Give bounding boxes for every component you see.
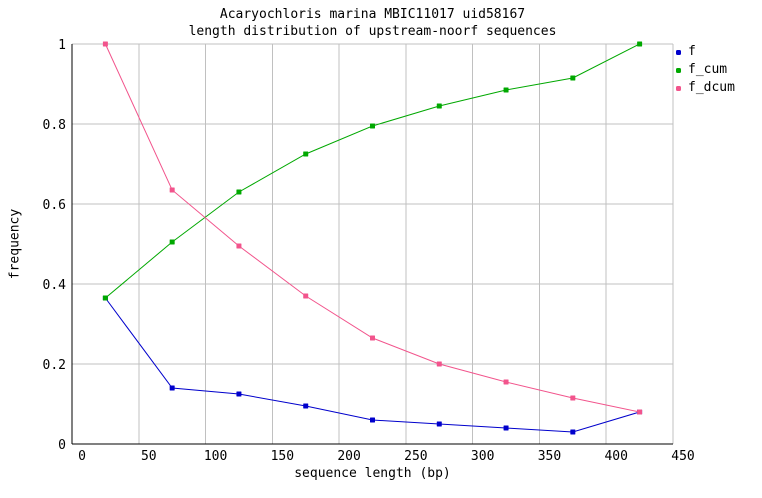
series-f_cum-point [570, 75, 576, 81]
y-tick-label-0.2: 0.2 [43, 358, 66, 373]
series-f_dcum-point [436, 361, 442, 367]
chart-subtitle: length distribution of upstream-noorf se… [188, 24, 557, 39]
series-f_dcum-point [570, 395, 576, 401]
series-f_dcum-point [102, 41, 108, 47]
series-f_cum-point [503, 87, 509, 93]
x-tick-label-250: 250 [404, 449, 427, 464]
legend-item-f-dcum: f_dcum [676, 79, 735, 97]
series-f_dcum-point [503, 379, 509, 385]
x-tick-label-50: 50 [141, 449, 157, 464]
legend-marker-f-dcum-icon [676, 85, 681, 91]
legend-marker-f-cum-icon [676, 67, 681, 73]
y-tick-label-0: 0 [58, 438, 66, 453]
x-tick-label-0: 0 [78, 449, 86, 464]
legend-marker-f-icon [676, 49, 681, 55]
series-f-point [236, 391, 242, 397]
legend-label-f-dcum: f_dcum [688, 80, 735, 95]
series-f-point [370, 417, 375, 423]
series-f_dcum-line [104, 43, 640, 413]
series-f_cum-point [436, 103, 442, 109]
series-f-point [169, 385, 175, 391]
x-tick-label-400: 400 [604, 449, 627, 464]
y-tick-label-0.6: 0.6 [43, 198, 66, 213]
series-f_dcum-point [303, 293, 309, 299]
series-f_cum-point [370, 123, 375, 129]
x-tick-label-350: 350 [538, 449, 561, 464]
series-f-line [104, 297, 640, 433]
series-f_cum-point [102, 295, 108, 301]
legend-label-f: f [688, 44, 696, 59]
x-tick-label-150: 150 [271, 449, 294, 464]
x-tick-label-100: 100 [204, 449, 227, 464]
series-f-point [303, 403, 309, 409]
series-f_dcum-point [370, 335, 375, 341]
series-f_cum-point [236, 189, 242, 195]
series-f-point [503, 425, 509, 431]
y-tick-label-1: 1 [58, 38, 66, 53]
x-tick-label-200: 200 [337, 449, 360, 464]
legend-item-f-cum: f_cum [676, 61, 735, 79]
series-f-point [570, 429, 576, 435]
legend-item-f: f [676, 43, 735, 61]
series-f_dcum-point [637, 409, 643, 415]
series-f_cum-point [169, 239, 175, 245]
series-f_cum-line [105, 43, 640, 299]
series-f-point [436, 421, 442, 427]
legend-label-f-cum: f_cum [688, 62, 728, 77]
y-tick-label-0.8: 0.8 [43, 118, 66, 133]
series-f_dcum-point [236, 243, 242, 249]
chart-title: Acaryochloris marina MBIC11017 uid58167 [219, 7, 526, 22]
series-f_dcum-point [169, 187, 175, 193]
x-tick-label-450: 450 [671, 449, 694, 464]
legend: f f_cum f_dcum [676, 43, 735, 97]
y-axis-label: frequency [7, 208, 23, 280]
series-f_cum-point [637, 41, 643, 47]
x-axis-label: sequence length (bp) [294, 466, 451, 481]
x-tick-label-300: 300 [471, 449, 494, 464]
y-tick-label-0.4: 0.4 [43, 278, 67, 293]
series-f_cum-point [303, 151, 309, 157]
